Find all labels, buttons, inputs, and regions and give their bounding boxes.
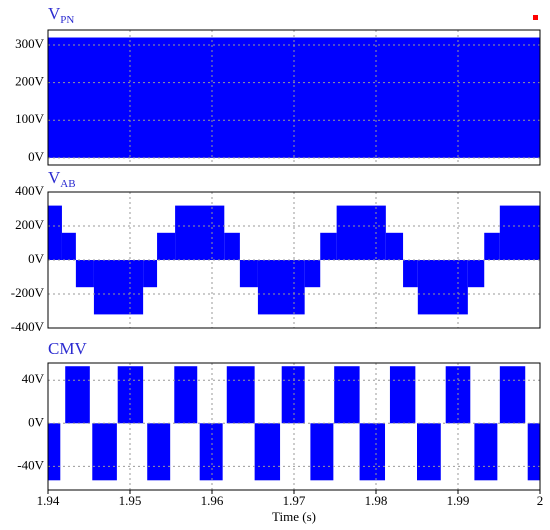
waveform-block — [157, 232, 176, 260]
waveform-block — [527, 423, 540, 481]
x-tick-label: 1.97 — [283, 493, 306, 508]
y-tick-label: 0V — [28, 251, 45, 266]
x-axis-label: Time (s) — [272, 509, 316, 524]
waveform-block — [359, 423, 386, 481]
waveform-block — [281, 366, 305, 424]
title-main: CMV — [48, 339, 87, 358]
waveform-block — [175, 205, 225, 260]
waveform-block — [417, 260, 468, 315]
waveform-block — [389, 366, 416, 424]
title-main: V — [48, 168, 61, 187]
waveform-block — [474, 423, 498, 481]
waveform-block — [254, 423, 281, 481]
y-tick-label: -40V — [17, 457, 44, 472]
waveform-block — [65, 366, 90, 424]
panel-title: CMV — [48, 339, 87, 358]
panel-title: VAB — [48, 168, 76, 190]
y-tick-label: 200V — [15, 74, 45, 89]
waveform-block — [334, 366, 360, 424]
waveform-block — [385, 232, 404, 260]
y-tick-label: -200V — [11, 285, 45, 300]
y-tick-label: 100V — [15, 111, 45, 126]
x-tick-label: 1.99 — [447, 493, 470, 508]
waveform-block — [257, 260, 305, 315]
waveform-block — [336, 205, 386, 260]
title-sub: AB — [60, 178, 75, 190]
waveform-block — [310, 423, 334, 481]
x-tick-label: 1.98 — [365, 493, 388, 508]
y-tick-label: 40V — [22, 371, 45, 386]
waveform-block — [199, 423, 223, 481]
waveform-block — [75, 260, 94, 288]
waveform-block — [304, 260, 321, 288]
waveform-block — [467, 260, 485, 288]
waveform-block — [92, 423, 117, 481]
waveform-block — [147, 423, 171, 481]
x-tick-label: 1.94 — [37, 493, 60, 508]
x-tick-label: 2 — [537, 493, 544, 508]
waveform-block — [484, 232, 500, 260]
waveform-block — [226, 366, 255, 424]
y-tick-label: 300V — [15, 36, 45, 51]
title-main: V — [48, 4, 61, 23]
marker — [533, 15, 538, 20]
plot-frame — [47, 29, 541, 166]
waveform-block — [143, 260, 158, 288]
waveform-block — [93, 260, 144, 315]
waveform-block — [48, 205, 62, 260]
y-tick-label: -400V — [11, 319, 45, 334]
waveform-block — [320, 232, 337, 260]
waveform-block — [239, 260, 258, 288]
y-tick-label: 200V — [15, 217, 45, 232]
waveform-block — [417, 423, 441, 481]
waveform-block — [499, 205, 540, 260]
waveform-block — [499, 366, 526, 424]
y-tick-label: 0V — [28, 414, 45, 429]
y-tick-label: 0V — [28, 149, 45, 164]
plot-frame — [47, 191, 541, 329]
waveform-block — [224, 232, 240, 260]
x-tick-label: 1.96 — [201, 493, 224, 508]
title-sub: PN — [60, 14, 74, 26]
waveform-block — [61, 232, 76, 260]
y-tick-label: 400V — [15, 183, 45, 198]
waveform-block — [174, 366, 198, 424]
panel-title: VPN — [48, 4, 74, 26]
waveform-block — [48, 423, 61, 481]
waveform-block — [48, 37, 540, 158]
x-tick-label: 1.95 — [119, 493, 142, 508]
waveform-block — [403, 260, 418, 288]
